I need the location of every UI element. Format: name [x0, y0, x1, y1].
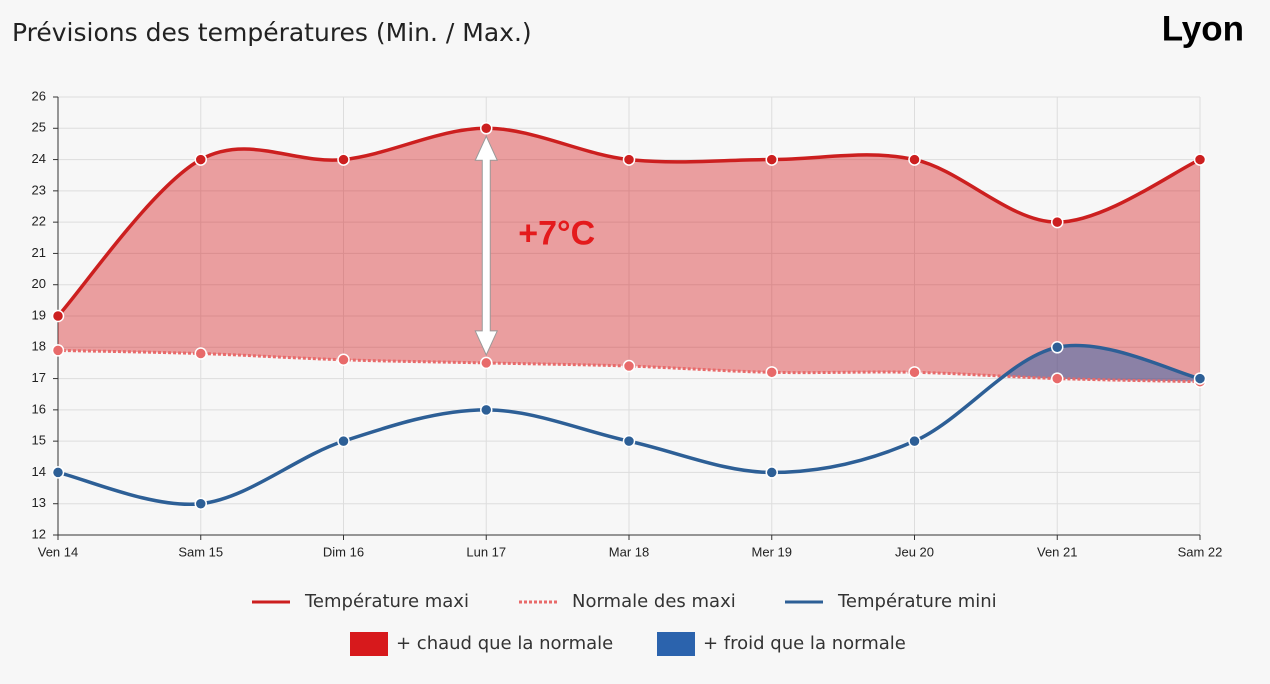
x-tick-label: Sam 22: [1178, 544, 1223, 559]
y-tick-label: 20: [32, 276, 46, 291]
y-tick-label: 26: [32, 88, 46, 103]
data-point: [1193, 372, 1207, 385]
y-tick-label: 24: [32, 151, 46, 166]
y-tick-label: 18: [32, 339, 46, 354]
data-point: [1051, 215, 1064, 229]
data-point: [622, 153, 636, 166]
data-point: [51, 344, 65, 357]
legend-label: Température mini: [837, 591, 997, 612]
chart-title: Prévisions des températures (Min. / Max.…: [12, 18, 532, 47]
data-point: [51, 466, 65, 479]
data-point: [622, 434, 636, 448]
y-tick-label: 23: [32, 182, 46, 197]
data-point: [908, 366, 921, 379]
legend-label: Température maxi: [304, 591, 469, 612]
x-tick-label: Sam 15: [178, 544, 223, 559]
annotation-arrow: [474, 135, 499, 357]
y-tick-label: 22: [32, 214, 46, 229]
data-point: [1051, 341, 1064, 354]
legend-swatch: [657, 632, 695, 656]
legend-label: + chaud que la normale: [396, 633, 613, 654]
data-point: [622, 359, 636, 373]
data-point: [765, 466, 778, 479]
data-point: [480, 403, 493, 417]
y-tick-label: 19: [32, 307, 46, 322]
legend-swatch: [350, 632, 388, 656]
location: Lyon: [1162, 9, 1244, 48]
data-point: [337, 153, 350, 166]
data-point: [765, 153, 778, 166]
y-tick-label: 25: [32, 120, 46, 135]
y-tick-label: 13: [32, 495, 46, 510]
data-point: [480, 122, 493, 135]
data-point: [765, 366, 778, 379]
x-tick-label: Ven 21: [1037, 544, 1078, 559]
data-point: [194, 153, 207, 166]
y-tick-label: 12: [32, 526, 46, 541]
y-tick-label: 17: [32, 370, 46, 385]
annotation: +7°C: [518, 215, 595, 253]
legend-label: Normale des maxi: [572, 591, 736, 612]
data-point: [194, 347, 207, 360]
x-tick-label: Lun 17: [466, 544, 506, 559]
y-tick-label: 14: [32, 464, 46, 479]
data-point: [908, 153, 921, 166]
legend-label: + froid que la normale: [703, 633, 906, 654]
y-tick-label: 15: [32, 433, 46, 448]
data-point: [51, 309, 65, 323]
x-tick-label: Dim 16: [323, 544, 364, 559]
x-tick-label: Mar 18: [609, 544, 649, 559]
y-tick-label: 16: [32, 401, 46, 416]
data-point: [194, 497, 207, 510]
data-point: [337, 353, 350, 367]
x-tick-label: Jeu 20: [895, 544, 934, 559]
data-point: [480, 356, 493, 370]
warm-area: [58, 128, 1200, 382]
y-tick-label: 21: [32, 245, 46, 260]
data-point: [337, 434, 350, 448]
x-tick-label: Mer 19: [752, 544, 792, 559]
x-tick-label: Ven 14: [38, 544, 79, 559]
data-point: [908, 434, 921, 448]
data-point: [1193, 153, 1207, 166]
data-point: [1051, 372, 1064, 385]
